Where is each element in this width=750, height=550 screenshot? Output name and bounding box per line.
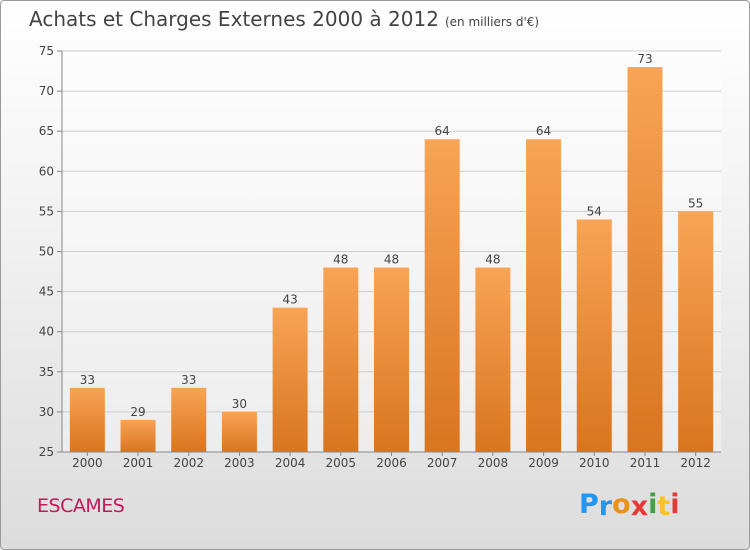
bar-2007 xyxy=(424,139,460,452)
data-label-2012: 55 xyxy=(688,196,703,210)
proxiti-logo: Proxiti xyxy=(579,489,680,522)
x-tick-label-2012: 2012 xyxy=(680,456,711,470)
data-label-2004: 43 xyxy=(282,293,297,307)
data-label-2011: 73 xyxy=(637,52,652,66)
x-tick-label-2000: 2000 xyxy=(72,456,103,470)
data-label-2000: 33 xyxy=(80,373,95,387)
bar-2006 xyxy=(374,267,409,452)
data-label-2003: 30 xyxy=(232,397,247,411)
data-label-2010: 54 xyxy=(587,204,602,218)
y-tick-label: 50 xyxy=(39,245,54,259)
x-tick-label-2007: 2007 xyxy=(427,456,458,470)
bar-2003 xyxy=(221,411,257,452)
logo-letter: x xyxy=(630,491,649,522)
y-tick-label: 35 xyxy=(39,365,54,379)
logo-letter: o xyxy=(612,489,631,520)
x-tick-label-2003: 2003 xyxy=(224,456,255,470)
data-label-2005: 48 xyxy=(333,253,348,267)
logo-letter: t xyxy=(657,491,671,522)
data-label-2008: 48 xyxy=(485,253,500,267)
bar-2008 xyxy=(475,267,511,452)
x-tick-label-2011: 2011 xyxy=(630,456,661,470)
x-tick-label-2010: 2010 xyxy=(579,456,610,470)
commune-name: ESCAMES xyxy=(37,495,125,517)
x-tick-label-2004: 2004 xyxy=(275,456,306,470)
bar-2004 xyxy=(272,307,308,452)
data-label-2006: 48 xyxy=(384,253,399,267)
x-tick-label-2001: 2001 xyxy=(123,456,154,470)
bar-2011 xyxy=(627,67,663,452)
y-tick-label: 65 xyxy=(39,124,54,138)
x-tick-label-2008: 2008 xyxy=(478,456,509,470)
chart-title: Achats et Charges Externes 2000 à 2012 (e… xyxy=(29,7,539,31)
x-tick-label-2002: 2002 xyxy=(173,456,204,470)
y-tick-label: 55 xyxy=(39,204,54,218)
bar-2001 xyxy=(120,419,156,452)
bar-2002 xyxy=(171,387,207,452)
bar-2000 xyxy=(69,387,105,452)
bar-2012 xyxy=(678,211,714,452)
bar-2010 xyxy=(576,219,612,452)
y-tick-label: 25 xyxy=(39,445,54,459)
y-tick-label: 30 xyxy=(39,405,54,419)
chart-subtitle: (en milliers d'€) xyxy=(444,15,540,29)
y-tick-label: 70 xyxy=(39,84,54,98)
data-label-2007: 64 xyxy=(435,124,450,138)
chart-title-text: Achats et Charges Externes 2000 à 2012 xyxy=(29,7,439,31)
x-tick-label-2009: 2009 xyxy=(528,456,559,470)
data-label-2002: 33 xyxy=(181,373,196,387)
y-tick-label: 75 xyxy=(39,44,54,58)
y-tick-label: 60 xyxy=(39,164,54,178)
logo-letter: P xyxy=(579,489,599,520)
bar-2005 xyxy=(323,267,359,452)
logo-letter: i xyxy=(648,489,658,520)
data-label-2009: 64 xyxy=(536,124,551,138)
x-tick-label-2006: 2006 xyxy=(376,456,407,470)
y-tick-label: 45 xyxy=(39,285,54,299)
bar-2009 xyxy=(526,139,562,452)
logo-letter: r xyxy=(598,491,613,522)
x-tick-label-2005: 2005 xyxy=(326,456,357,470)
y-tick-label: 40 xyxy=(39,325,54,339)
data-label-2001: 29 xyxy=(130,405,145,419)
logo-letter: i xyxy=(670,489,680,520)
